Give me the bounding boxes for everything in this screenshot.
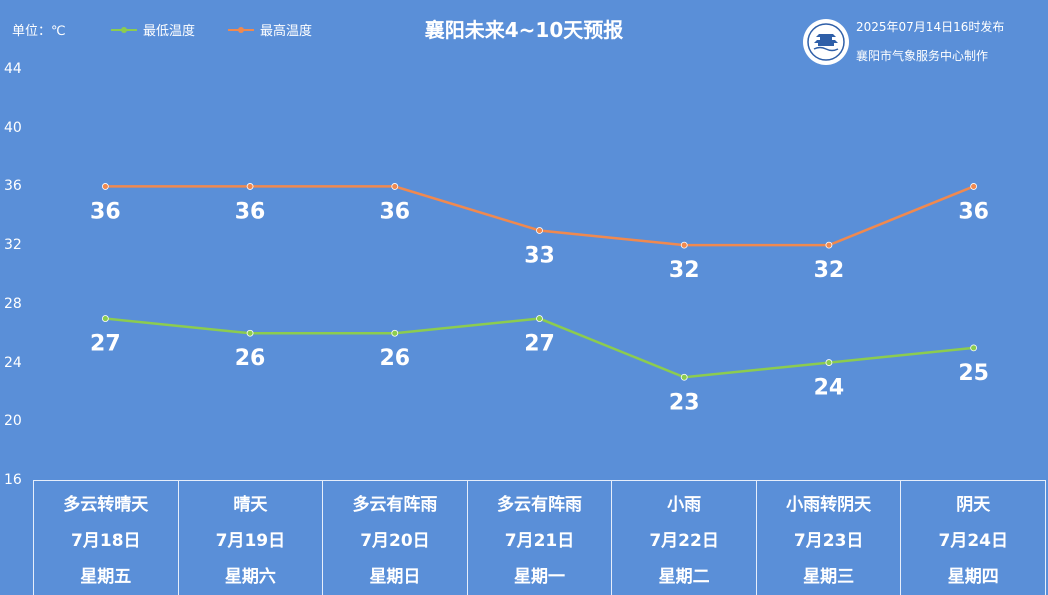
forecast-column: 阴天 7月24日星期四: [900, 481, 1047, 595]
y-tick-label: 24: [4, 354, 22, 371]
data-label: 33: [524, 243, 555, 268]
data-label: 36: [958, 199, 989, 224]
weekday-text: 星期六: [224, 567, 276, 587]
data-label: 25: [958, 361, 989, 386]
data-label: 36: [235, 199, 266, 224]
y-tick-label: 20: [4, 413, 22, 430]
data-point: [101, 183, 109, 190]
date-text: 7月23日: [793, 531, 864, 551]
data-label: 24: [814, 376, 845, 401]
date-text: 7月21日: [504, 531, 575, 551]
weekday-text: 星期二: [658, 567, 710, 587]
y-tick-label: 40: [4, 119, 22, 136]
logo: [803, 19, 849, 65]
y-tick-label: 32: [4, 237, 22, 254]
y-tick-label: 44: [4, 61, 22, 77]
data-label: 36: [379, 199, 410, 224]
legend-min-swatch: [111, 26, 137, 33]
weather-text: 小雨转阴天: [786, 495, 872, 515]
weather-text: 多云有阵雨: [497, 495, 583, 515]
legend-max-swatch: [228, 26, 254, 33]
unit-label: 单位：℃: [12, 24, 66, 39]
legend-max-label: 最高温度: [260, 24, 313, 39]
forecast-table: 多云转晴天 7月18日 星期五 晴天 7月19日 星期六 多云有阵雨 7月20日 星期日 多云有阵…: [33, 480, 1047, 595]
data-label: 32: [814, 258, 845, 283]
issued-time: 2025年07月14日16时发布: [856, 20, 1005, 34]
data-label: 27: [90, 332, 121, 357]
date-text: 7月19日: [215, 531, 286, 551]
weather-text: 多云有阵雨: [352, 495, 438, 515]
y-tick-label: 28: [4, 295, 22, 312]
data-label: 27: [524, 332, 555, 357]
data-label: 26: [379, 346, 410, 371]
weekday-text: 星期五: [80, 567, 132, 587]
weekday-text: 星期四: [947, 567, 999, 587]
weather-text: 多云转晴天: [63, 495, 149, 515]
data-point: [825, 241, 833, 249]
data-label: 23: [669, 390, 700, 415]
weekday-text: 星期三: [803, 567, 855, 587]
weather-text: 阴天: [956, 495, 991, 515]
forecast-column: 小雨 7月22日星期二: [611, 481, 756, 595]
date-text: 7月24日: [938, 531, 1009, 551]
forecast-column: 小雨转阴天 7月23日星期三: [755, 481, 901, 595]
weekday-text: 星期一: [514, 567, 566, 587]
data-point: [536, 227, 543, 234]
forecast-column: 晴天 7月19日星期六: [177, 481, 323, 595]
weekday-text: 星期日: [369, 567, 421, 587]
y-tick-label: 36: [4, 178, 22, 195]
data-point: [101, 315, 109, 322]
data-point: [246, 329, 254, 337]
data-point: [680, 373, 688, 381]
maker-text: 襄阳市气象服务中心制作: [856, 49, 989, 63]
data-point: [246, 183, 254, 190]
data-point: [391, 329, 399, 337]
weather-text: 小雨: [667, 495, 702, 515]
forecast-column: 多云有阵雨 7月20日星期日: [322, 481, 467, 595]
y-tick-label: 16: [4, 472, 22, 488]
legend-min-label: 最低温度: [143, 24, 196, 39]
data-point: [680, 241, 688, 249]
pagoda-logo-icon: [807, 23, 845, 61]
data-point: [536, 315, 543, 322]
forecast-column: 多云转晴天 7月18日星期五: [33, 481, 178, 595]
date-text: 7月22日: [649, 531, 719, 551]
date-text: 7月18日: [71, 531, 141, 551]
data-label: 26: [235, 346, 266, 371]
legend-min: 最低温度: [111, 20, 195, 39]
date-text: 7月20日: [360, 531, 430, 551]
data-label: 36: [90, 199, 121, 224]
data-label: 32: [669, 258, 700, 283]
legend-max: 最高温度: [228, 20, 312, 39]
data-point: [391, 183, 399, 190]
weather-text: 晴天: [233, 495, 268, 515]
forecast-column: 多云有阵雨 7月21日星期一: [466, 481, 612, 595]
data-point: [970, 183, 978, 190]
data-point: [825, 359, 833, 366]
chart-title: 襄阳未来4~10天预报: [424, 18, 624, 42]
data-point: [970, 344, 978, 352]
